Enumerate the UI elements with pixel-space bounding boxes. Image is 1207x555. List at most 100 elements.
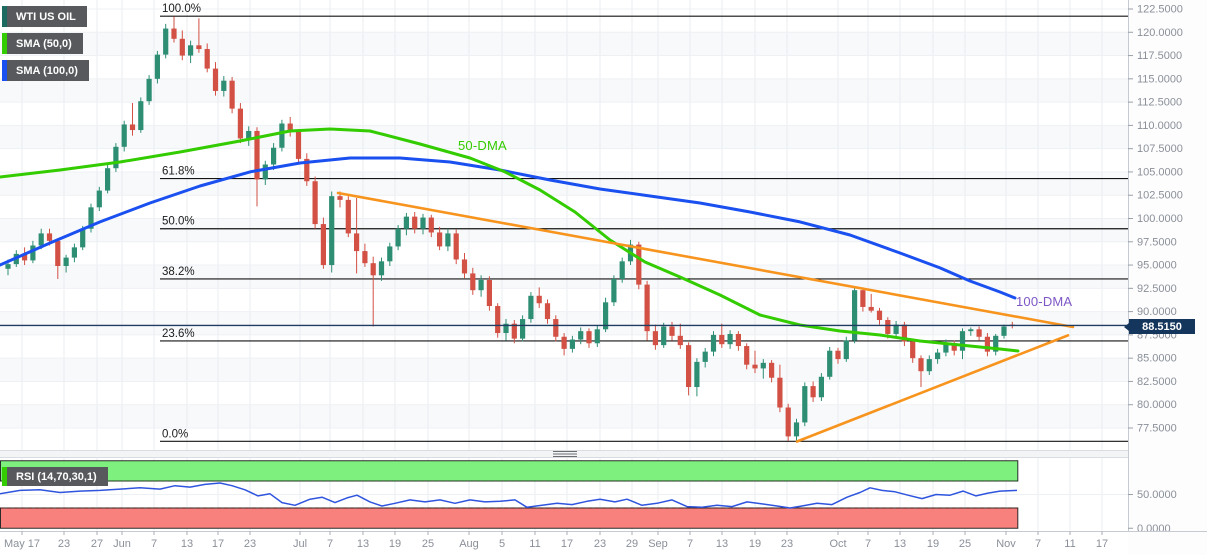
sma100-label: SMA (100,0) xyxy=(16,64,78,77)
sma50-annotation: 50-DMA xyxy=(458,138,507,153)
candle xyxy=(959,331,966,351)
time-axis-label: 25 xyxy=(422,538,434,550)
candle xyxy=(520,319,526,339)
price-axis-label: 80.0000 xyxy=(1137,399,1177,411)
candle xyxy=(196,45,202,50)
candle xyxy=(237,108,243,139)
candle xyxy=(644,284,650,332)
candle xyxy=(586,331,592,344)
rsi-label: RSI (14,70,30,1) xyxy=(16,470,97,483)
time-axis-label: 13 xyxy=(357,538,369,550)
time-axis-label: 13 xyxy=(716,538,728,550)
candle xyxy=(271,147,277,165)
candle xyxy=(553,319,559,337)
time-axis-label: 5 xyxy=(499,538,505,550)
candle xyxy=(777,377,783,408)
candle xyxy=(918,358,924,372)
sma100-line xyxy=(0,156,1017,300)
time-axis-label: 7 xyxy=(1035,538,1041,550)
current-price-tag: 88.5150 xyxy=(1124,319,1195,334)
candle xyxy=(387,246,393,262)
candle xyxy=(121,124,127,147)
candle xyxy=(636,244,642,285)
price-axis-label: 97.5000 xyxy=(1137,236,1177,248)
candle xyxy=(619,261,625,280)
candle xyxy=(769,362,775,378)
candle xyxy=(652,331,658,346)
legend-sma50[interactable]: SMA (50,0) xyxy=(2,33,83,54)
candle xyxy=(412,216,418,229)
price-axis-label: 122.5000 xyxy=(1137,4,1183,16)
time-axis-label: Jun xyxy=(113,538,131,550)
candle xyxy=(105,168,111,191)
time-axis[interactable]: May 17 23 27 Jun 7 13 17 23 Jul 7 13 19 25 Aug 5 11 17 23… xyxy=(0,531,1207,550)
fib-label: 100.0% xyxy=(162,3,201,15)
time-axis-label: 23 xyxy=(244,538,256,550)
candle xyxy=(254,130,260,180)
candle xyxy=(30,245,36,261)
legend-symbol[interactable]: WTI US OIL xyxy=(2,6,87,27)
candle xyxy=(88,207,94,229)
candle xyxy=(993,335,999,352)
candle xyxy=(669,326,675,336)
candle xyxy=(528,295,534,320)
legend-sma100[interactable]: SMA (100,0) xyxy=(2,60,89,81)
pane-resize-handle[interactable] xyxy=(553,451,577,458)
sma50-color-bar xyxy=(2,33,7,54)
candle xyxy=(544,303,551,320)
trendline-lower xyxy=(795,334,1070,443)
candle xyxy=(810,386,816,398)
candle xyxy=(486,279,492,307)
candle xyxy=(453,233,459,260)
time-axis-label: 19 xyxy=(389,538,401,550)
candle xyxy=(362,251,368,264)
candle xyxy=(204,49,210,69)
candle xyxy=(702,351,708,362)
candle xyxy=(802,386,808,423)
price-axis-label: 105.0000 xyxy=(1137,166,1183,178)
candle xyxy=(138,101,144,131)
candle xyxy=(337,196,343,200)
candle xyxy=(304,158,310,182)
candle xyxy=(428,217,434,233)
time-axis-label: 7 xyxy=(687,538,693,550)
price-axis[interactable]: 122.5000 120.0000 117.5000 115.0000 112.5000… xyxy=(1128,0,1207,555)
candle xyxy=(893,324,899,334)
time-axis-label: 19 xyxy=(927,538,939,550)
time-axis-label: 25 xyxy=(959,538,971,550)
candle xyxy=(5,264,11,269)
candle xyxy=(735,333,741,347)
legend-rsi[interactable]: RSI (14,70,30,1) xyxy=(2,467,108,486)
candle xyxy=(868,306,874,311)
candle xyxy=(827,350,833,377)
candle xyxy=(329,196,335,266)
price-axis-label: 77.5000 xyxy=(1137,423,1177,435)
price-axis-label: 115.0000 xyxy=(1137,73,1182,85)
price-axis-label: 82.5000 xyxy=(1137,376,1177,388)
time-axis-label: 23 xyxy=(594,538,606,550)
candle xyxy=(279,123,285,148)
candle xyxy=(1001,326,1007,336)
price-axis-label: 50.0000 xyxy=(1137,489,1177,501)
candle xyxy=(113,146,119,169)
candle xyxy=(594,329,600,344)
candle xyxy=(818,376,824,398)
candle xyxy=(661,326,667,346)
candle xyxy=(984,336,990,352)
price-axis-label: 85.0000 xyxy=(1137,353,1177,365)
time-axis-label: Jul xyxy=(293,538,307,550)
candle xyxy=(188,45,194,56)
candle xyxy=(901,324,907,342)
price-axis-label: 110.0000 xyxy=(1137,120,1182,132)
candle xyxy=(262,164,268,180)
time-axis-label: 13 xyxy=(894,538,906,550)
fib-label: 38.2% xyxy=(162,266,195,278)
candle xyxy=(611,279,617,303)
sma100-annotation: 100-DMA xyxy=(1016,294,1073,309)
candle xyxy=(926,359,932,372)
candle xyxy=(503,323,509,334)
candle xyxy=(71,247,77,258)
candle xyxy=(437,232,443,247)
